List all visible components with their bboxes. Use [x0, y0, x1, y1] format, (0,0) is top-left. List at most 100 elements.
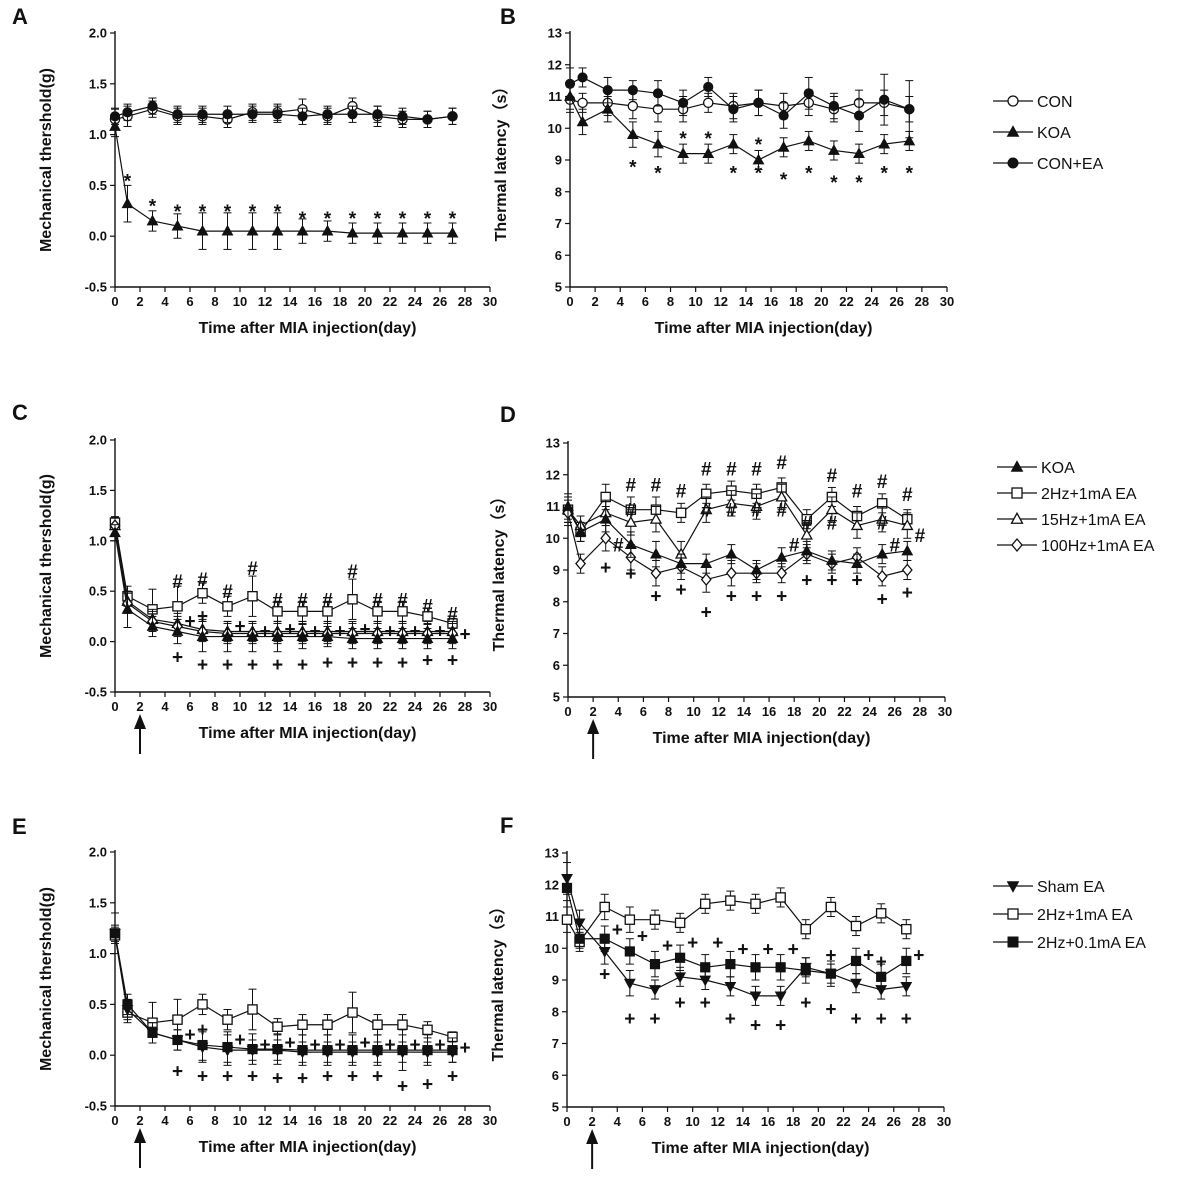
data-point	[702, 147, 715, 159]
significance-mark: +	[700, 993, 711, 1014]
x-tick-label: 4	[161, 1113, 169, 1128]
x-tick-label: 0	[566, 294, 573, 309]
x-tick-label: 20	[812, 704, 826, 719]
significance-mark: *	[755, 164, 763, 185]
data-point	[803, 88, 814, 99]
significance-mark: *	[224, 202, 232, 223]
data-point	[297, 1045, 308, 1056]
significance-mark: #	[297, 590, 308, 611]
x-tick-label: 18	[787, 704, 801, 719]
y-tick-label: 8	[555, 184, 562, 199]
significance-mark: +	[409, 622, 420, 643]
data-point	[564, 90, 576, 101]
x-tick-label: 30	[937, 1114, 951, 1129]
significance-mark: #	[347, 562, 358, 583]
x-tick-label: 24	[864, 294, 879, 309]
legend-label: 100Hz+1mA EA	[1041, 538, 1155, 555]
data-point	[272, 1044, 283, 1055]
chart-panel-d: D0 2 4 6 8 10 12 14 16 18 20 22 24 26 28 30567891011121…	[490, 402, 952, 759]
significance-mark: +	[876, 952, 887, 973]
data-point	[600, 531, 612, 545]
y-tick-label: 0.0	[89, 229, 107, 244]
significance-mark: +	[599, 965, 610, 986]
x-tick-label: 30	[938, 704, 952, 719]
data-point	[447, 1045, 458, 1056]
x-tick-label: 22	[383, 1113, 397, 1128]
x-tick-label: 10	[233, 294, 247, 309]
data-point	[850, 518, 864, 531]
legend-marker	[1007, 95, 1019, 107]
data-point	[146, 620, 159, 631]
treatment-arrow-head	[586, 1129, 599, 1144]
significance-mark: +	[850, 1009, 861, 1030]
significance-mark: +	[222, 655, 233, 676]
data-point	[372, 1019, 383, 1030]
legend-label: 2Hz+0.1mA EA	[1037, 935, 1146, 952]
significance-mark: +	[800, 993, 811, 1014]
significance-mark: #	[222, 582, 233, 603]
significance-mark: +	[284, 619, 295, 640]
x-tick-label: 0	[111, 294, 118, 309]
significance-mark: +	[637, 927, 648, 948]
y-tick-label: 12	[548, 57, 562, 72]
x-tick-label: 20	[811, 1114, 825, 1129]
data-point	[599, 933, 610, 944]
x-tick-label: 24	[408, 1113, 423, 1128]
data-point	[271, 224, 284, 236]
x-tick-label: 10	[685, 1114, 699, 1129]
data-point	[904, 104, 915, 115]
series-2hz-1ma-ea	[109, 516, 458, 631]
data-point	[725, 566, 737, 580]
data-point	[577, 72, 588, 83]
data-point	[272, 109, 283, 120]
y-tick-label: 12	[546, 467, 560, 482]
data-point	[649, 914, 661, 925]
significance-mark: +	[712, 933, 723, 954]
y-tick-label: 11	[545, 909, 559, 924]
y-tick-label: 2.0	[89, 845, 107, 860]
significance-mark: +	[459, 625, 470, 646]
data-point	[246, 224, 259, 236]
data-point	[446, 226, 459, 238]
significance-mark: +	[359, 619, 370, 640]
data-point	[147, 101, 158, 112]
significance-mark: #	[751, 459, 762, 480]
x-tick-label: 24	[408, 294, 423, 309]
x-tick-label: 0	[111, 699, 118, 714]
data-point	[197, 587, 208, 599]
x-tick-label: 26	[889, 294, 903, 309]
data-point	[172, 109, 183, 120]
data-point	[321, 630, 334, 641]
data-point	[850, 920, 862, 932]
y-tick-label: 9	[553, 563, 560, 578]
significance-mark: +	[624, 1009, 635, 1030]
significance-mark: +	[434, 622, 445, 643]
data-point	[879, 94, 890, 105]
legend-marker	[1006, 881, 1020, 893]
significance-mark: #	[776, 453, 787, 474]
significance-mark: +	[422, 1075, 433, 1096]
x-tick-label: 12	[258, 699, 272, 714]
data-point	[800, 528, 813, 540]
data-point	[147, 1027, 158, 1038]
x-tick-label: 20	[358, 1113, 372, 1128]
data-point	[750, 563, 763, 575]
data-point	[775, 962, 786, 973]
x-tick-label: 18	[333, 699, 347, 714]
x-tick-label: 6	[186, 699, 193, 714]
data-point	[825, 901, 837, 913]
x-tick-label: 14	[736, 1114, 751, 1129]
x-tick-label: 16	[761, 1114, 775, 1129]
panel-letter: A	[12, 4, 28, 29]
significance-mark: +	[172, 1061, 183, 1082]
x-tick-label: 24	[408, 699, 423, 714]
data-point	[246, 630, 259, 641]
significance-mark: +	[863, 946, 874, 967]
treatment-arrow-head	[134, 1128, 146, 1143]
y-tick-label: 9	[555, 153, 562, 168]
legend-marker	[1011, 537, 1023, 553]
data-point	[322, 109, 333, 120]
significance-mark: +	[197, 606, 208, 627]
legend-2: KOA 2Hz+1mA EA 15Hz+1mA EA 100Hz+1mA EA	[997, 460, 1155, 555]
x-tick-label: 26	[886, 1114, 900, 1129]
